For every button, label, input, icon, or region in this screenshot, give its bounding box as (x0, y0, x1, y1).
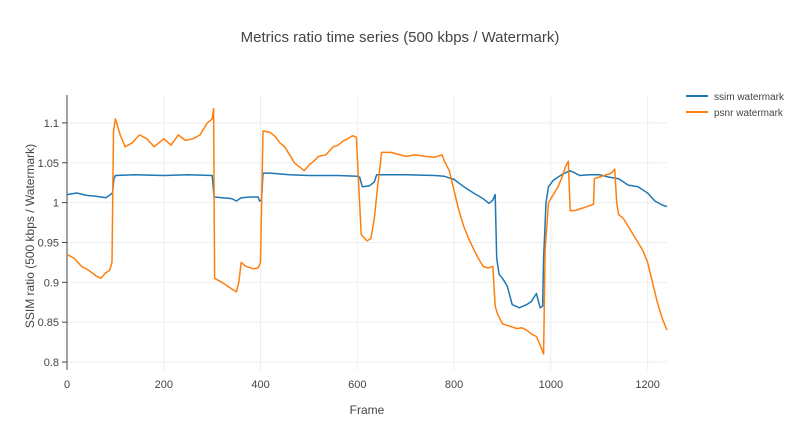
y-tick-label: 1.1 (44, 118, 59, 130)
x-tick-label: 1000 (539, 379, 563, 391)
y-tick-label: 0.9 (44, 277, 59, 289)
legend-label: ssim watermark (714, 92, 785, 103)
x-tick-label: 200 (155, 379, 173, 391)
x-tick-label: 1200 (635, 379, 659, 391)
axes: 0 200 400 600 800 1000 1200 0.8 0.85 0.9 0.95 1 1.05… (38, 95, 660, 391)
y-axis-label: SSIM ratio (500 kbps / Watermark) (23, 144, 37, 328)
y-tick-label: 0.95 (38, 237, 59, 249)
x-tick-label: 400 (251, 379, 269, 391)
x-axis-label: Frame (350, 403, 385, 417)
chart-title: Metrics ratio time series (500 kbps / Wa… (241, 29, 560, 46)
x-tick-label: 0 (64, 379, 70, 391)
y-tick-label: 1.05 (38, 158, 59, 170)
legend-label: psnr watermark (714, 108, 784, 119)
y-tick-label: 0.8 (44, 357, 59, 369)
legend-item[interactable]: psnr watermark (686, 108, 784, 119)
x-tick-label: 800 (445, 379, 463, 391)
grid (66, 95, 667, 370)
series-lines (66, 107, 668, 355)
y-tick-label: 0.85 (38, 317, 59, 329)
x-tick-label: 600 (348, 379, 366, 391)
legend-item[interactable]: ssim watermark (686, 92, 785, 103)
legend[interactable]: ssim watermark psnr watermark (686, 92, 785, 119)
series-line-psnr-watermark (66, 107, 668, 355)
y-tick-label: 1 (53, 198, 59, 210)
series-line-ssim-watermark (66, 169, 668, 309)
